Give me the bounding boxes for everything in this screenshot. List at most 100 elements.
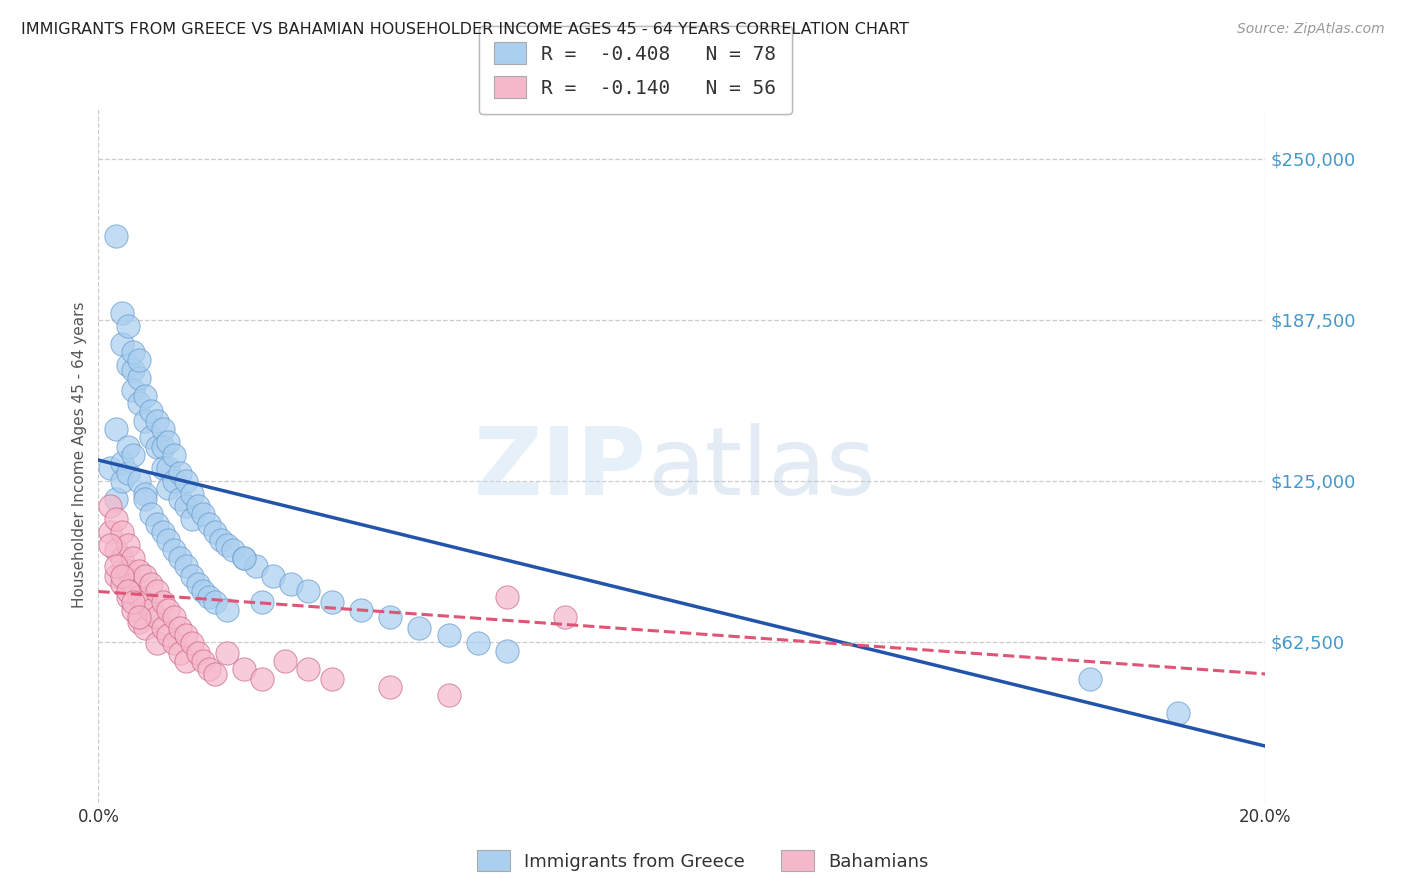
Point bbox=[152, 595, 174, 609]
Point bbox=[245, 558, 267, 573]
Point bbox=[209, 533, 232, 547]
Point bbox=[215, 646, 238, 660]
Text: atlas: atlas bbox=[647, 423, 875, 515]
Point bbox=[128, 474, 150, 488]
Point bbox=[350, 602, 373, 616]
Point bbox=[134, 414, 156, 428]
Point bbox=[152, 460, 174, 475]
Point bbox=[152, 422, 174, 436]
Legend: R =  -0.408   N = 78, R =  -0.140   N = 56: R = -0.408 N = 78, R = -0.140 N = 56 bbox=[479, 26, 792, 114]
Point bbox=[117, 358, 139, 372]
Point bbox=[134, 389, 156, 403]
Legend: Immigrants from Greece, Bahamians: Immigrants from Greece, Bahamians bbox=[470, 843, 936, 879]
Point bbox=[187, 646, 209, 660]
Point bbox=[128, 615, 150, 630]
Point bbox=[128, 590, 150, 604]
Point bbox=[380, 680, 402, 694]
Point bbox=[122, 344, 145, 359]
Point bbox=[117, 440, 139, 454]
Point bbox=[215, 602, 238, 616]
Point bbox=[104, 228, 127, 243]
Point bbox=[554, 610, 576, 624]
Point bbox=[204, 525, 226, 540]
Point bbox=[321, 672, 343, 686]
Point bbox=[174, 500, 197, 514]
Point bbox=[128, 564, 150, 578]
Point bbox=[152, 525, 174, 540]
Point bbox=[139, 576, 162, 591]
Point bbox=[408, 621, 430, 635]
Point bbox=[198, 662, 221, 676]
Point bbox=[180, 636, 202, 650]
Point bbox=[104, 543, 127, 558]
Point bbox=[496, 590, 519, 604]
Point bbox=[193, 654, 215, 668]
Text: IMMIGRANTS FROM GREECE VS BAHAMIAN HOUSEHOLDER INCOME AGES 45 - 64 YEARS CORRELA: IMMIGRANTS FROM GREECE VS BAHAMIAN HOUSE… bbox=[21, 22, 908, 37]
Point bbox=[111, 551, 134, 566]
Point bbox=[321, 595, 343, 609]
Point bbox=[169, 621, 191, 635]
Point bbox=[117, 590, 139, 604]
Point bbox=[146, 584, 169, 599]
Point bbox=[163, 474, 186, 488]
Point bbox=[193, 507, 215, 521]
Point bbox=[117, 538, 139, 552]
Point bbox=[157, 628, 180, 642]
Point bbox=[146, 610, 169, 624]
Point bbox=[274, 654, 297, 668]
Point bbox=[157, 533, 180, 547]
Point bbox=[122, 595, 145, 609]
Y-axis label: Householder Income Ages 45 - 64 years: Householder Income Ages 45 - 64 years bbox=[72, 301, 87, 608]
Point bbox=[111, 337, 134, 351]
Point bbox=[152, 621, 174, 635]
Point bbox=[122, 576, 145, 591]
Point bbox=[122, 448, 145, 462]
Point bbox=[157, 602, 180, 616]
Point bbox=[122, 602, 145, 616]
Point bbox=[104, 558, 127, 573]
Point bbox=[1167, 706, 1189, 720]
Point bbox=[139, 602, 162, 616]
Point bbox=[117, 564, 139, 578]
Point bbox=[98, 538, 121, 552]
Point bbox=[233, 551, 256, 566]
Point bbox=[128, 352, 150, 367]
Text: ZIP: ZIP bbox=[474, 423, 647, 515]
Point bbox=[134, 569, 156, 583]
Point bbox=[221, 543, 243, 558]
Point bbox=[157, 460, 180, 475]
Point bbox=[157, 482, 180, 496]
Point bbox=[297, 584, 319, 599]
Point bbox=[204, 667, 226, 681]
Point bbox=[180, 486, 202, 500]
Point bbox=[134, 595, 156, 609]
Point bbox=[380, 610, 402, 624]
Point bbox=[98, 525, 121, 540]
Point bbox=[163, 636, 186, 650]
Point bbox=[169, 646, 191, 660]
Point bbox=[163, 448, 186, 462]
Point bbox=[139, 404, 162, 418]
Point bbox=[467, 636, 489, 650]
Point bbox=[146, 414, 169, 428]
Point bbox=[104, 491, 127, 506]
Point bbox=[262, 569, 284, 583]
Point bbox=[134, 491, 156, 506]
Point bbox=[437, 628, 460, 642]
Point bbox=[163, 543, 186, 558]
Point bbox=[174, 628, 197, 642]
Point bbox=[122, 384, 145, 398]
Point bbox=[117, 584, 139, 599]
Point bbox=[187, 500, 209, 514]
Point bbox=[152, 440, 174, 454]
Point bbox=[128, 370, 150, 384]
Point bbox=[98, 460, 121, 475]
Point bbox=[180, 569, 202, 583]
Point bbox=[250, 595, 273, 609]
Point bbox=[187, 576, 209, 591]
Point bbox=[250, 672, 273, 686]
Point bbox=[146, 636, 169, 650]
Point bbox=[146, 440, 169, 454]
Point bbox=[174, 558, 197, 573]
Point bbox=[111, 306, 134, 320]
